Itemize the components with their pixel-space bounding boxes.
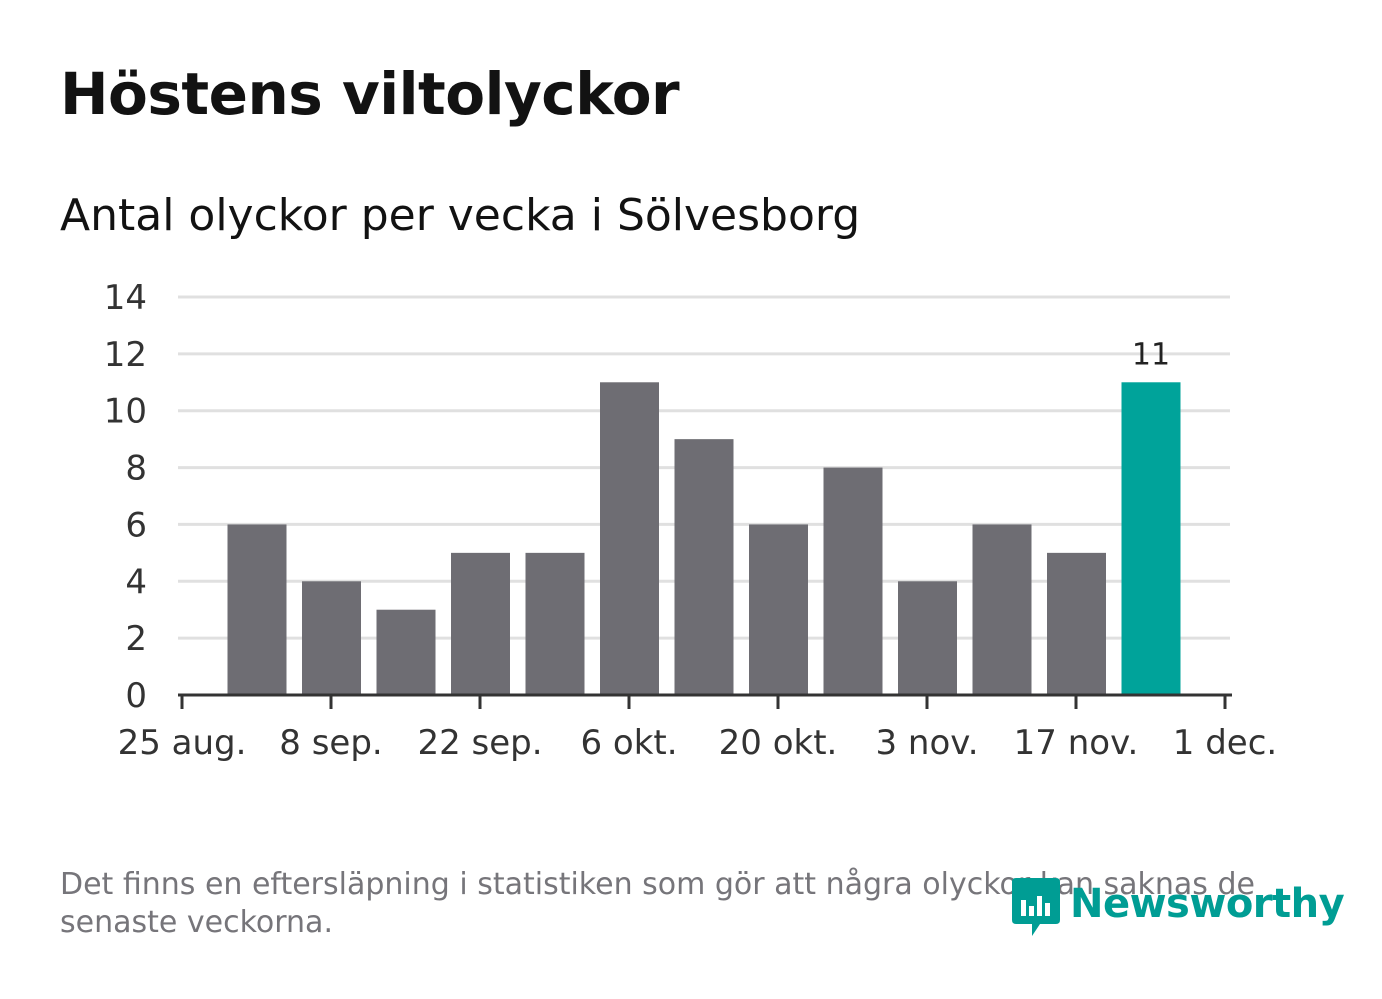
x-tick-label: 25 aug.: [118, 723, 247, 763]
y-tick-label: 12: [104, 335, 147, 375]
bar: [600, 382, 659, 695]
bar: [674, 439, 734, 695]
bar: [227, 524, 287, 695]
x-tick-label: 22 sep.: [417, 723, 542, 763]
bar: [302, 581, 361, 695]
y-tick-label: 2: [125, 619, 147, 659]
bar-chart: 0 2 4 6 8 10 12 14 11 25 aug. 8 sep. 22 sep. 6 okt. 2…: [104, 278, 1277, 763]
chart-title: Höstens viltolyckor: [60, 60, 680, 128]
brand-name: Newsworthy: [1070, 881, 1345, 927]
chart-subtitle: Antal olyckor per vecka i Sölvesborg: [60, 190, 861, 241]
bar-highlight: [1121, 382, 1181, 695]
x-tick-label: 20 okt.: [719, 723, 838, 763]
bar: [525, 552, 585, 695]
bar: [823, 467, 883, 695]
bar: [972, 524, 1032, 695]
bar: [898, 581, 957, 695]
y-tick-label: 6: [125, 505, 147, 545]
bar: [376, 609, 436, 695]
x-tick-label: 8 sep.: [279, 723, 382, 763]
data-label: 11: [1132, 337, 1170, 372]
x-tick-label: 6 okt.: [580, 723, 677, 763]
bar: [451, 552, 510, 695]
bar: [749, 524, 808, 695]
chart-bubble-icon: [1012, 878, 1060, 936]
brand-logo: Newsworthy: [1010, 870, 1345, 938]
y-tick-label: 0: [125, 676, 147, 716]
x-tick-label: 3 nov.: [875, 723, 978, 763]
y-tick-label: 8: [125, 449, 147, 489]
x-tick-label: 17 nov.: [1014, 723, 1139, 763]
y-tick-label: 4: [125, 562, 147, 602]
x-tick-label: 1 dec.: [1173, 723, 1277, 763]
y-tick-label: 14: [104, 278, 147, 318]
bar: [1047, 552, 1106, 695]
y-tick-label: 10: [104, 392, 147, 432]
